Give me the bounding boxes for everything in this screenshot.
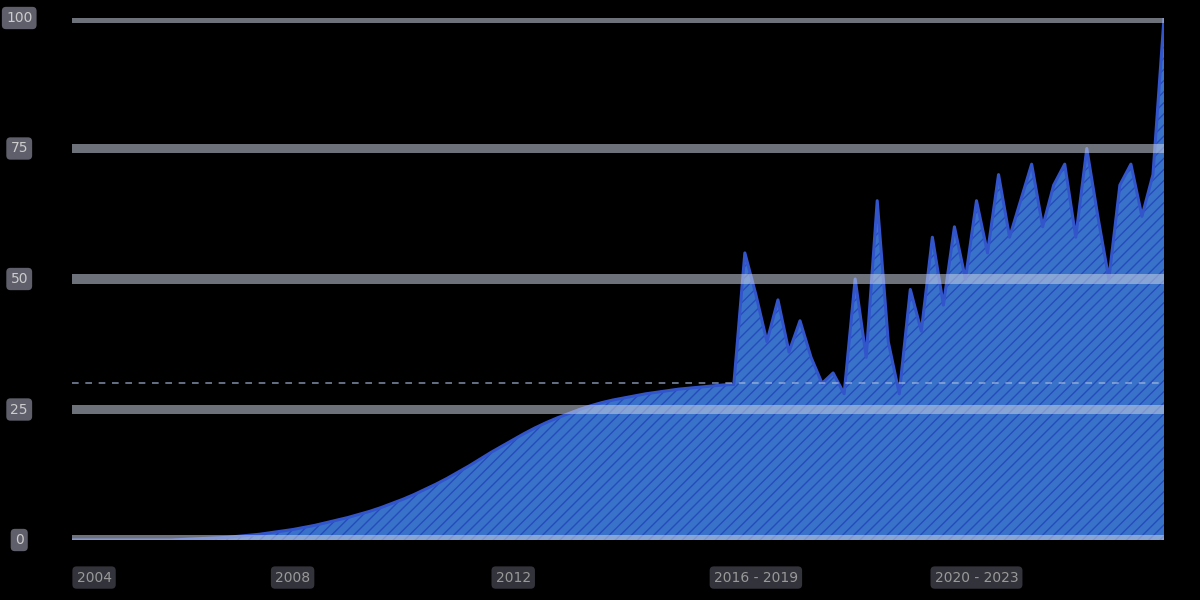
Text: 2012: 2012 [496, 571, 530, 584]
Text: 2020 - 2023: 2020 - 2023 [935, 571, 1019, 584]
Text: 2004: 2004 [77, 571, 112, 584]
Bar [72, 405, 1164, 414]
Text: 50: 50 [11, 272, 28, 286]
Text: 75: 75 [11, 142, 28, 155]
Text: 100: 100 [6, 11, 32, 25]
Text: 25: 25 [11, 403, 28, 416]
Text: 2008: 2008 [275, 571, 310, 584]
Text: 2016 - 2019: 2016 - 2019 [714, 571, 798, 584]
Bar [72, 144, 1164, 153]
Bar [72, 274, 1164, 284]
Text: 0: 0 [14, 533, 24, 547]
Bar [72, 535, 1164, 545]
Bar [72, 13, 1164, 23]
